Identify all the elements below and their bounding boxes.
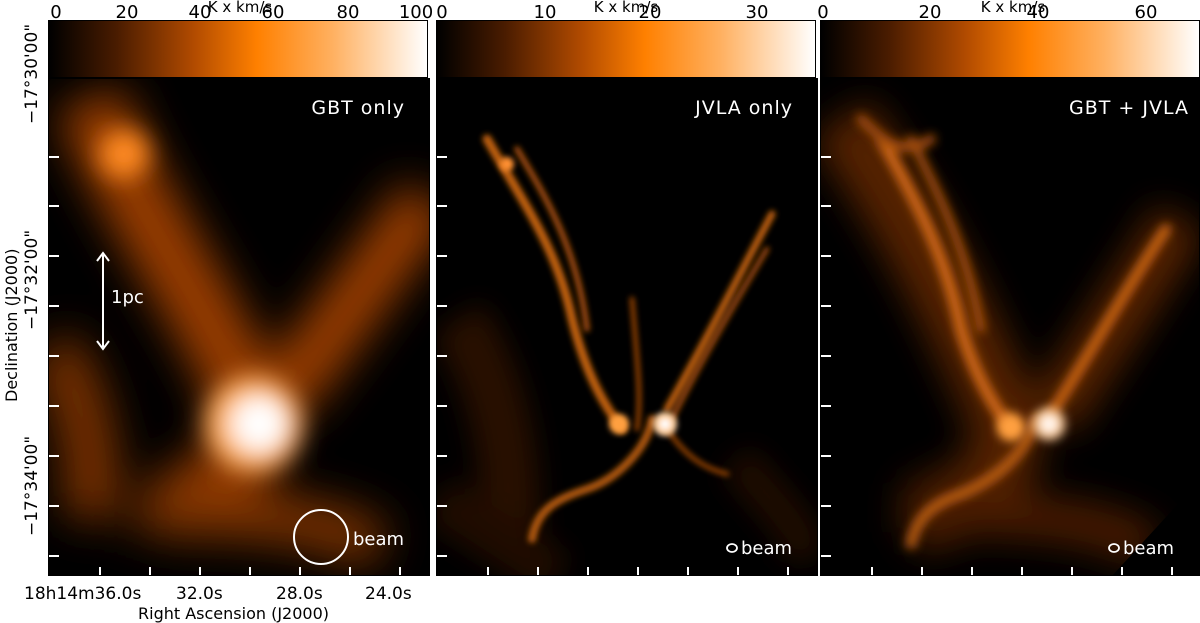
panel-label-combined: GBT + JVLA (1069, 97, 1189, 119)
colorbar-1-tick: 0 (50, 2, 62, 23)
y-tick-label: −17°30'00" (22, 23, 42, 124)
y-tick-label: −17°34'00" (22, 435, 42, 536)
beam-label-gbt: beam (353, 529, 405, 550)
panel-label-gbt: GBT only (311, 97, 405, 119)
combined-emission-image (821, 98, 1199, 569)
colorbar-2 (436, 20, 816, 78)
colorbar-1-tick: 100 (398, 2, 434, 23)
gbt-emission-image (49, 85, 429, 572)
colorbar-1 (48, 20, 428, 78)
colorbar-3-tick: 40 (1026, 2, 1050, 23)
beam-ellipse (1108, 543, 1120, 553)
colorbar-1-tick: 60 (261, 2, 285, 23)
colorbar-1-title: K x km/s (207, 0, 273, 16)
colorbar-1-tick: 40 (188, 2, 212, 23)
x-tick-label: 24.0s (365, 584, 412, 604)
beam-label-jvla: beam (741, 538, 793, 559)
colorbar-1-tick: 80 (336, 2, 360, 23)
panel-jvla-only: JVLA only beam (436, 78, 818, 576)
x-tick-label: 28.0s (276, 584, 323, 604)
colorbar-1-tick: 20 (115, 2, 139, 23)
y-tick-label: −17°32'00" (22, 229, 42, 330)
y-axis-title: Declination (J2000) (2, 248, 21, 402)
colorbar-3-tick: 60 (1134, 2, 1158, 23)
colorbar-2-tick: 0 (436, 2, 448, 23)
colorbar-3-title: K x km/s (980, 0, 1046, 16)
panel-gbt-only: GBT only 1pc beam (48, 78, 430, 576)
jvla-emission-image (437, 134, 817, 575)
colorbar-2-tick: 10 (533, 2, 557, 23)
colorbar-2-tick: 30 (745, 2, 769, 23)
beam-circle (293, 509, 349, 565)
colorbar-3 (820, 20, 1200, 78)
colorbar-3-tick: 0 (817, 2, 829, 23)
panel-label-jvla: JVLA only (695, 97, 793, 119)
colorbar-2-tick: 20 (638, 2, 662, 23)
x-tick-label: 32.0s (176, 584, 223, 604)
colorbar-3-tick: 20 (918, 2, 942, 23)
colorbar-2-title: K x km/s (593, 0, 659, 16)
beam-label-combined: beam (1123, 538, 1175, 559)
x-axis-title: Right Ascension (J2000) (138, 604, 329, 623)
scale-bar-arrow (96, 251, 110, 351)
panel-gbt-jvla: GBT + JVLA beam (820, 78, 1200, 576)
scale-bar-label: 1pc (111, 287, 144, 308)
beam-ellipse (726, 543, 738, 553)
x-tick-label: 18h14m36.0s (24, 584, 142, 604)
